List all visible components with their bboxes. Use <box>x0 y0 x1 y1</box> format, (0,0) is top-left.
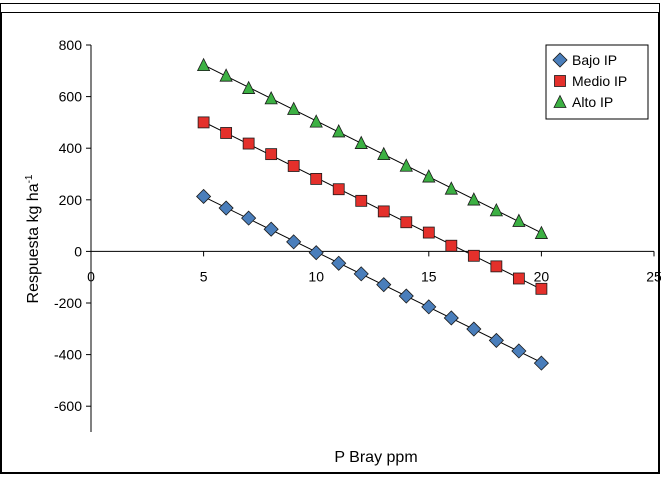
y-tick-label: -200 <box>54 295 82 311</box>
data-point <box>512 213 526 227</box>
chart-border-inner <box>1 12 659 473</box>
data-point <box>354 135 368 149</box>
x-tick-label: 15 <box>421 268 437 284</box>
series-3 <box>196 57 549 239</box>
data-point <box>241 80 256 94</box>
data-point <box>443 310 459 326</box>
data-point <box>331 255 347 271</box>
data-point <box>353 266 369 282</box>
data-point <box>332 183 345 196</box>
legend-label: Bajo IP <box>572 52 617 68</box>
legend-marker <box>553 94 567 108</box>
x-tick-label: 10 <box>308 268 324 284</box>
x-tick-label: 0 <box>87 268 95 284</box>
fit-lines <box>203 64 542 363</box>
data-point <box>241 210 257 226</box>
y-tick-label: -600 <box>54 398 82 414</box>
data-point <box>264 91 278 105</box>
axes: 800 600 400 200 0 -200 -400 -600 0 5 10 15 20 25 <box>54 37 661 432</box>
data-point <box>332 124 346 138</box>
data-point <box>377 146 391 161</box>
data-point <box>512 272 525 285</box>
data-point <box>467 249 480 262</box>
data-point <box>490 260 503 273</box>
data-point <box>286 234 302 250</box>
y-tick-label: 600 <box>59 89 83 105</box>
data-point <box>422 226 435 239</box>
legend-label: Medio IP <box>572 73 627 89</box>
trend-line-series-1 <box>203 196 542 363</box>
data-point <box>488 332 504 348</box>
data-point <box>511 343 527 359</box>
data-point <box>220 127 233 139</box>
data-point <box>219 68 233 82</box>
x-tick-label: 20 <box>534 268 550 284</box>
legend-item: Alto IP <box>553 94 613 110</box>
legend-marker <box>554 75 566 87</box>
data-point <box>421 299 437 315</box>
data-point <box>197 116 210 129</box>
data-point <box>535 282 548 295</box>
data-point <box>534 225 549 239</box>
legend: Bajo IP Medio IP Alto IP <box>545 44 649 120</box>
data-point <box>445 239 458 252</box>
data-point <box>263 221 279 237</box>
series-1 <box>196 188 549 371</box>
data-point <box>533 355 549 371</box>
legend-item: Bajo IP <box>552 52 617 68</box>
y-tick-label: 400 <box>59 140 83 156</box>
legend-item: Medio IP <box>554 73 627 89</box>
legend-marker <box>552 52 568 68</box>
series-2 <box>197 116 548 295</box>
data-point <box>309 114 323 128</box>
y-tick-label: 800 <box>59 37 83 53</box>
data-point <box>355 194 368 207</box>
x-axis-label: P Bray ppm <box>334 449 417 466</box>
y-axis-label-main: Respuesta kg ha <box>25 183 42 303</box>
data-points <box>196 57 549 371</box>
data-point <box>399 158 413 172</box>
legend-label: Alto IP <box>572 94 613 110</box>
data-point <box>287 101 301 115</box>
data-point <box>377 205 390 218</box>
data-point <box>376 277 392 293</box>
trend-line-series-2 <box>203 121 542 290</box>
x-tick-label: 25 <box>646 268 661 284</box>
data-point <box>242 137 255 150</box>
data-point <box>196 57 211 72</box>
data-point <box>400 216 413 229</box>
data-point <box>466 321 482 337</box>
data-point <box>422 169 436 183</box>
data-point <box>196 188 212 205</box>
y-axis-label-superscript: -1 <box>24 174 35 183</box>
data-point <box>398 288 414 304</box>
y-tick-label: 0 <box>74 243 82 259</box>
trend-line-series-3 <box>203 64 542 234</box>
data-point <box>467 192 481 206</box>
y-tick-label: 200 <box>59 192 83 208</box>
data-point <box>308 245 324 261</box>
x-tick-label: 5 <box>200 268 208 284</box>
data-point <box>287 160 300 172</box>
y-axis-label: Respuesta kg ha-1 <box>24 174 42 303</box>
data-point <box>218 200 234 216</box>
data-point <box>265 148 278 161</box>
data-point <box>310 173 323 185</box>
data-point <box>444 181 458 195</box>
data-point <box>489 202 504 217</box>
y-tick-label: -400 <box>54 347 82 363</box>
